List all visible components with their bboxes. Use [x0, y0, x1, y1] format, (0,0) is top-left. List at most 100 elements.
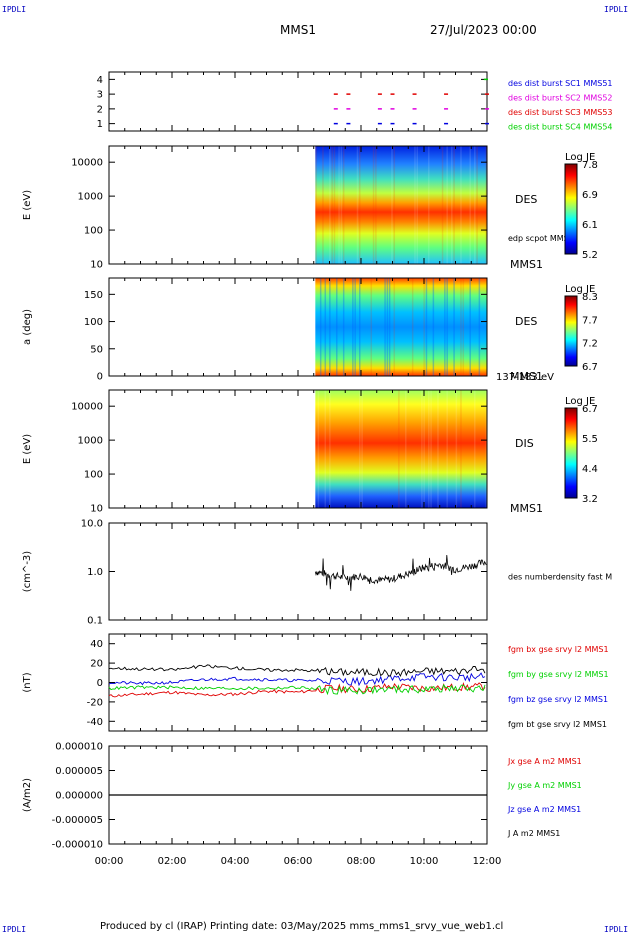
y-tick-label: 1 [97, 119, 103, 130]
legend-entry: des dist burst SC4 MMS54 [508, 123, 613, 132]
y-tick-label: 20 [90, 659, 103, 670]
spectrogram-streak [329, 146, 331, 264]
time-tick-label: 04:00 [221, 856, 250, 867]
footer-credit: Produced by cl (IRAP) Printing date: 03/… [100, 921, 503, 932]
y-tick-label: 0.000000 [55, 791, 103, 802]
spectrogram-streak [354, 278, 356, 376]
spectrogram-streak [416, 146, 419, 264]
legend-entry: Jx gse A m2 MMS1 [507, 757, 582, 766]
spectrogram-streak [474, 146, 476, 264]
y-tick-label: 0.000010 [55, 742, 103, 753]
colorbar [564, 163, 578, 255]
colorbar [564, 407, 578, 499]
spectrogram-streak [317, 390, 320, 508]
spectrogram-streak [453, 146, 455, 264]
colorbar-tick-label: 7.8 [582, 160, 598, 171]
y-tick-label: 0.000005 [55, 766, 103, 777]
time-tick-label: 02:00 [158, 856, 187, 867]
y-axis-label: (nT) [22, 672, 33, 692]
spectrogram-streak [476, 146, 478, 264]
y-tick-label: 10 [90, 504, 103, 515]
y-tick-label: 1.0 [87, 567, 103, 578]
spectrogram-streak [411, 278, 414, 376]
y-axis-label: (cm^-3) [22, 551, 33, 592]
spectrogram-streak [388, 278, 391, 376]
colorbar-tick-label: 5.5 [582, 434, 598, 445]
y-tick-label: -20 [87, 697, 103, 708]
spectrogram-streak [462, 278, 465, 376]
y-axis-label: E (eV) [22, 434, 33, 464]
spectrogram-streak [446, 390, 448, 508]
time-tick-label: 00:00 [95, 856, 124, 867]
y-tick-label: 1000 [78, 192, 103, 203]
y-tick-label: 40 [90, 639, 103, 650]
density-line [314, 554, 487, 591]
y-tick-label: 50 [90, 344, 103, 355]
y-tick-label: 0 [97, 372, 103, 383]
spectrogram-streak [421, 390, 423, 508]
energy-range-label: 137-183 eV [496, 372, 554, 383]
spectrogram-streak [446, 146, 448, 264]
spectrogram-streak [384, 278, 386, 376]
spectrogram-streak [428, 390, 430, 508]
spectrogram-streak [333, 146, 336, 264]
colorbar-title: Log JE [565, 284, 595, 295]
spectrogram-streak [336, 278, 338, 376]
spectrogram-streak [342, 146, 345, 264]
instrument-label: DES [515, 315, 537, 328]
spectrogram-streak [444, 278, 446, 376]
spacecraft-label: MMS1 [510, 502, 543, 515]
spectrogram-streak [340, 146, 343, 264]
spectrogram-streak [319, 278, 322, 376]
spectrogram-streak [423, 278, 425, 376]
spectrogram-streak [329, 390, 331, 508]
y-tick-label: -0.000010 [52, 840, 103, 851]
spectrogram-streak [352, 278, 354, 376]
colorbar-tick-label: 8.3 [582, 292, 598, 303]
corner-tag-top-right: IPDLI [604, 5, 628, 14]
y-tick-label: 0.1 [87, 616, 103, 627]
time-tick-label: 12:00 [473, 856, 502, 867]
spectrogram-streak [414, 146, 416, 264]
field-line [108, 672, 486, 687]
corner-tag-top-left: IPDLI [2, 5, 26, 14]
legend-entry: Jy gse A m2 MMS1 [507, 781, 582, 790]
spectrogram-streak [478, 278, 481, 376]
spectrogram-streak [485, 390, 488, 508]
spectrogram-streak [324, 390, 327, 508]
legend-entry: des dist burst SC3 MMS53 [508, 108, 613, 117]
spectrogram-streak [315, 146, 317, 264]
spectrogram-streak [386, 278, 389, 376]
y-axis-label: E (eV) [22, 190, 33, 220]
y-tick-label: 0 [97, 678, 103, 689]
spectrogram-streak [474, 390, 476, 508]
time-tick-label: 10:00 [410, 856, 439, 867]
spectrogram-streak [460, 390, 462, 508]
date-title: 27/Jul/2023 00:00 [430, 23, 537, 37]
spectrogram-streak [370, 278, 373, 376]
spectrogram-streak [423, 390, 425, 508]
legend-entry: J A m2 MMS1 [507, 829, 560, 838]
y-axis-label: (A/m2) [22, 778, 33, 812]
overlay-label: edp scpot MMS1 [508, 234, 574, 243]
spectrogram-streak [372, 146, 375, 264]
legend-entry: Jz gse A m2 MMS1 [507, 805, 581, 814]
y-tick-label: -40 [87, 717, 103, 728]
spectrogram-streak [453, 278, 455, 376]
y-axis-label: a (deg) [22, 309, 33, 345]
y-tick-label: 10 [90, 260, 103, 271]
y-tick-label: 100 [84, 317, 103, 328]
corner-tag-bottom-right: IPDLI [604, 925, 628, 934]
colorbar-tick-label: 5.2 [582, 250, 598, 261]
colorbar-tick-label: 6.7 [582, 362, 598, 373]
spectrogram-streak [432, 278, 435, 376]
spectrogram-streak [359, 390, 361, 508]
instrument-label: DES [515, 193, 537, 206]
spacecraft-label: MMS1 [510, 370, 543, 383]
panel-frame-0 [108, 71, 488, 132]
legend-entry: des dist burst SC2 MMS52 [508, 94, 613, 103]
spectrogram-streak [338, 146, 340, 264]
y-tick-label: 10000 [71, 158, 103, 169]
spectrogram-streak [446, 278, 448, 376]
spectrogram-streak [361, 390, 363, 508]
